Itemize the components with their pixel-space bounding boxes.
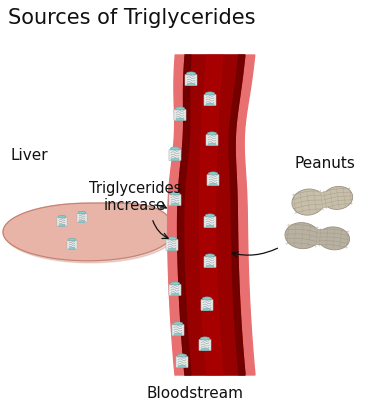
Ellipse shape [173,322,183,325]
Ellipse shape [207,132,217,135]
Polygon shape [200,55,223,375]
Bar [318,192,328,208]
FancyBboxPatch shape [77,213,87,222]
FancyBboxPatch shape [207,174,219,185]
FancyBboxPatch shape [172,324,184,335]
FancyBboxPatch shape [204,94,216,105]
Ellipse shape [208,143,216,145]
FancyBboxPatch shape [199,339,211,351]
Polygon shape [168,55,255,375]
Polygon shape [177,55,245,375]
Polygon shape [5,205,175,263]
FancyBboxPatch shape [185,75,197,86]
Ellipse shape [171,293,179,296]
Ellipse shape [186,72,196,75]
Ellipse shape [170,282,180,285]
Ellipse shape [209,183,217,186]
Ellipse shape [178,365,186,368]
FancyBboxPatch shape [169,194,181,206]
FancyBboxPatch shape [201,300,213,311]
Polygon shape [177,55,191,375]
FancyBboxPatch shape [176,356,188,368]
Ellipse shape [208,172,218,175]
Polygon shape [229,55,245,375]
Ellipse shape [187,83,195,86]
Ellipse shape [68,248,76,250]
FancyBboxPatch shape [67,240,77,250]
Text: Sources of Triglycerides: Sources of Triglycerides [8,8,256,28]
Ellipse shape [177,354,187,357]
Ellipse shape [170,147,180,150]
Ellipse shape [203,308,211,311]
Ellipse shape [323,186,353,209]
Ellipse shape [168,248,176,250]
Ellipse shape [58,215,66,218]
Ellipse shape [318,227,350,250]
Ellipse shape [78,211,86,214]
Ellipse shape [206,265,214,268]
FancyBboxPatch shape [204,256,216,267]
FancyBboxPatch shape [166,239,178,250]
Ellipse shape [206,225,214,228]
Text: Bloodstream: Bloodstream [147,386,244,400]
FancyBboxPatch shape [169,284,181,295]
Ellipse shape [167,237,177,240]
Ellipse shape [205,92,215,95]
FancyBboxPatch shape [169,150,181,161]
Polygon shape [3,203,173,261]
Ellipse shape [200,337,210,340]
Ellipse shape [205,214,215,217]
Ellipse shape [202,297,212,300]
Ellipse shape [68,238,76,241]
FancyBboxPatch shape [57,218,67,227]
Ellipse shape [205,254,215,257]
Ellipse shape [79,220,85,222]
Ellipse shape [59,225,65,227]
Ellipse shape [174,333,182,336]
Ellipse shape [175,107,185,110]
Ellipse shape [171,203,179,206]
Text: Liver: Liver [10,147,48,162]
FancyBboxPatch shape [206,134,218,145]
Ellipse shape [170,192,180,195]
Text: Triglycerides
increase: Triglycerides increase [89,181,181,213]
Text: Peanuts: Peanuts [294,155,355,171]
Ellipse shape [292,189,324,215]
FancyBboxPatch shape [204,216,216,227]
Ellipse shape [176,118,184,121]
Bar [313,229,323,246]
Ellipse shape [201,348,209,351]
FancyBboxPatch shape [174,110,186,121]
Ellipse shape [171,158,179,161]
Ellipse shape [285,222,320,249]
Ellipse shape [206,103,214,105]
